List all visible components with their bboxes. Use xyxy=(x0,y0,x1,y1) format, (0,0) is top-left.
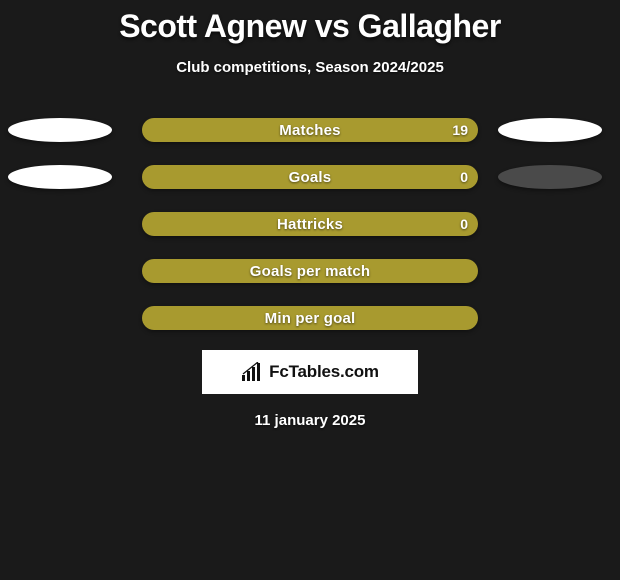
stat-value: 19 xyxy=(452,122,468,138)
stat-row: Matches 19 xyxy=(0,118,620,142)
bar-chart-icon xyxy=(241,362,263,382)
stat-bar: Min per goal xyxy=(142,306,478,330)
right-ellipse xyxy=(498,165,602,189)
stat-value: 0 xyxy=(460,169,468,185)
brand-box: FcTables.com xyxy=(202,350,418,394)
left-ellipse xyxy=(8,118,112,142)
right-ellipse xyxy=(498,118,602,142)
stat-row: Goals per match xyxy=(0,259,620,283)
page-title: Scott Agnew vs Gallagher xyxy=(0,0,620,45)
stat-bar: Goals 0 xyxy=(142,165,478,189)
stat-label: Goals per match xyxy=(250,263,371,280)
brand-text: FcTables.com xyxy=(269,362,379,382)
stat-label: Matches xyxy=(279,122,340,139)
stat-bar: Hattricks 0 xyxy=(142,212,478,236)
stat-row: Hattricks 0 xyxy=(0,212,620,236)
stat-label: Min per goal xyxy=(265,310,356,327)
date-label: 11 january 2025 xyxy=(0,412,620,429)
stat-row: Goals 0 xyxy=(0,165,620,189)
stat-label: Goals xyxy=(289,169,332,186)
left-ellipse xyxy=(8,165,112,189)
stat-bar: Matches 19 xyxy=(142,118,478,142)
stat-label: Hattricks xyxy=(277,216,343,233)
stat-value: 0 xyxy=(460,216,468,232)
stat-rows: Matches 19 Goals 0 Hattricks 0 Goals per… xyxy=(0,118,620,330)
stat-bar: Goals per match xyxy=(142,259,478,283)
stat-row: Min per goal xyxy=(0,306,620,330)
subtitle: Club competitions, Season 2024/2025 xyxy=(0,59,620,76)
